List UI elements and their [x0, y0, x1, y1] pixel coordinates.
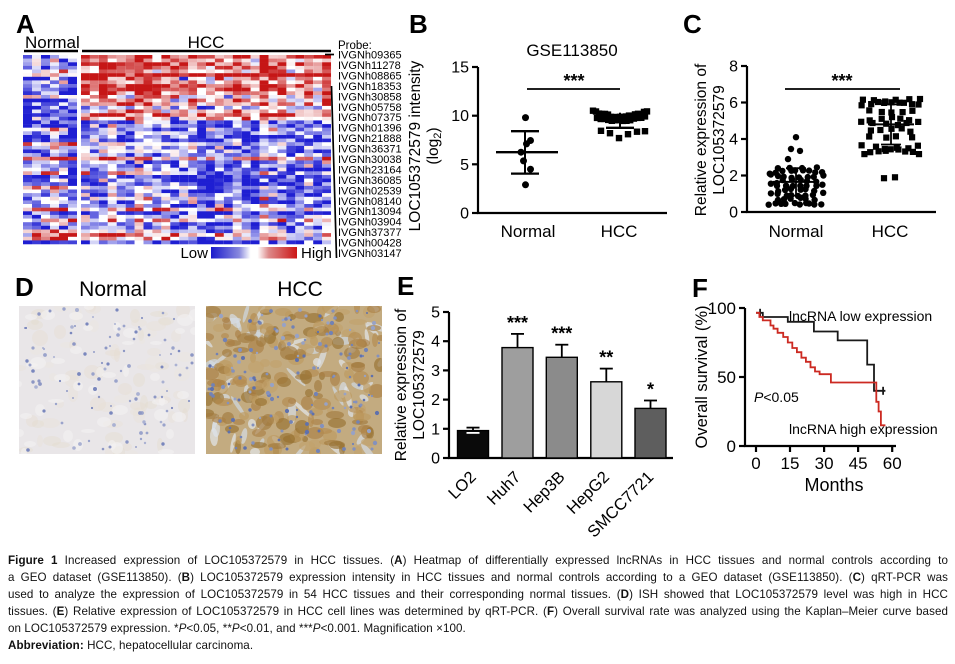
svg-text:F: F — [692, 273, 708, 303]
svg-text:3: 3 — [431, 363, 440, 380]
svg-text:IVGNh02539: IVGNh02539 — [338, 185, 402, 197]
svg-text:Months: Months — [804, 475, 863, 495]
svg-text:10: 10 — [451, 108, 469, 125]
svg-text:Relative expression of: Relative expression of — [693, 63, 710, 216]
svg-text:0: 0 — [431, 451, 440, 468]
svg-text:2: 2 — [729, 168, 738, 185]
svg-text:lncRNA high expression: lncRNA high expression — [789, 421, 938, 437]
svg-text:LOC105372579: LOC105372579 — [711, 85, 728, 194]
svg-text:60: 60 — [883, 454, 902, 473]
svg-text:IVGNh08140: IVGNh08140 — [338, 196, 402, 208]
svg-text:IVGNh30858: IVGNh30858 — [338, 91, 402, 103]
svg-text:15: 15 — [451, 60, 469, 77]
svg-text:GSE113850: GSE113850 — [526, 41, 617, 60]
svg-text:IVGNh13094: IVGNh13094 — [338, 206, 402, 218]
svg-text:**: ** — [599, 348, 613, 368]
svg-text:IVGNh07375: IVGNh07375 — [338, 112, 402, 124]
svg-text:4: 4 — [431, 334, 440, 351]
svg-text:***: *** — [551, 324, 572, 344]
svg-text:*: * — [647, 380, 654, 400]
svg-text:C: C — [683, 9, 702, 39]
svg-text:(log2): (log2) — [425, 127, 444, 164]
svg-text:5: 5 — [460, 157, 469, 174]
svg-text:Normal: Normal — [769, 222, 824, 241]
svg-text:P<0.05: P<0.05 — [754, 389, 799, 405]
svg-text:45: 45 — [849, 454, 868, 473]
svg-text:IVGNh21888: IVGNh21888 — [338, 133, 402, 145]
svg-text:30: 30 — [815, 454, 834, 473]
svg-text:Huh7: Huh7 — [484, 468, 525, 509]
svg-text:Probe:: Probe: — [338, 40, 372, 52]
svg-text:0: 0 — [751, 454, 760, 473]
svg-text:1: 1 — [431, 421, 440, 438]
svg-text:HCC: HCC — [601, 222, 638, 241]
svg-text:Overall survival (%): Overall survival (%) — [693, 305, 711, 448]
svg-text:HCC: HCC — [188, 33, 225, 52]
svg-text:100: 100 — [708, 299, 736, 318]
svg-text:***: *** — [507, 313, 528, 333]
svg-text:B: B — [409, 9, 428, 39]
svg-text:HCC: HCC — [277, 278, 323, 301]
svg-text:IVGNh11278: IVGNh11278 — [338, 60, 401, 72]
svg-text:Low: Low — [180, 245, 208, 262]
svg-text:HCC: HCC — [872, 222, 909, 241]
svg-text:lncRNA low expression: lncRNA low expression — [789, 308, 932, 324]
svg-text:0: 0 — [727, 437, 736, 456]
svg-text:IVGNh30038: IVGNh30038 — [338, 154, 402, 166]
svg-text:6: 6 — [729, 95, 738, 112]
svg-text:IVGNh09365: IVGNh09365 — [338, 50, 402, 62]
svg-text:LO2: LO2 — [445, 468, 480, 503]
svg-text:Normal: Normal — [25, 33, 80, 52]
svg-text:Hep3B: Hep3B — [520, 468, 568, 516]
svg-text:0: 0 — [460, 206, 469, 223]
svg-text:IVGNh01396: IVGNh01396 — [338, 123, 402, 135]
svg-text:High: High — [301, 245, 332, 262]
svg-text:5: 5 — [431, 305, 440, 322]
svg-text:Relative expression of: Relative expression of — [393, 308, 410, 461]
svg-text:***: *** — [831, 71, 852, 91]
svg-text:IVGNh36371: IVGNh36371 — [338, 144, 402, 156]
svg-text:LOC105372579 intensity: LOC105372579 intensity — [407, 60, 424, 231]
svg-text:IVGNh37377: IVGNh37377 — [338, 227, 402, 239]
svg-text:50: 50 — [717, 368, 736, 387]
svg-text:IVGNh05758: IVGNh05758 — [338, 102, 402, 114]
svg-text:A: A — [16, 9, 35, 39]
svg-text:Normal: Normal — [501, 222, 556, 241]
svg-text:4: 4 — [729, 132, 738, 149]
svg-text:15: 15 — [781, 454, 800, 473]
svg-text:IVGNh03147: IVGNh03147 — [338, 248, 402, 260]
svg-text:8: 8 — [729, 59, 738, 76]
svg-text:IVGNh03904: IVGNh03904 — [338, 217, 402, 229]
svg-text:IVGNh23164: IVGNh23164 — [338, 164, 402, 176]
svg-text:E: E — [397, 271, 414, 301]
svg-text:IVGNh08865: IVGNh08865 — [338, 70, 402, 82]
svg-text:0: 0 — [729, 205, 738, 222]
svg-text:IVGNh18353: IVGNh18353 — [338, 81, 402, 93]
svg-text:IVGNh36085: IVGNh36085 — [338, 175, 402, 187]
svg-text:IVGNh00428: IVGNh00428 — [338, 238, 402, 250]
svg-text:LOC105372579: LOC105372579 — [411, 330, 428, 439]
svg-text:Normal: Normal — [79, 278, 147, 301]
svg-text:***: *** — [563, 71, 584, 91]
svg-text:2: 2 — [431, 392, 440, 409]
svg-text:D: D — [15, 272, 34, 302]
